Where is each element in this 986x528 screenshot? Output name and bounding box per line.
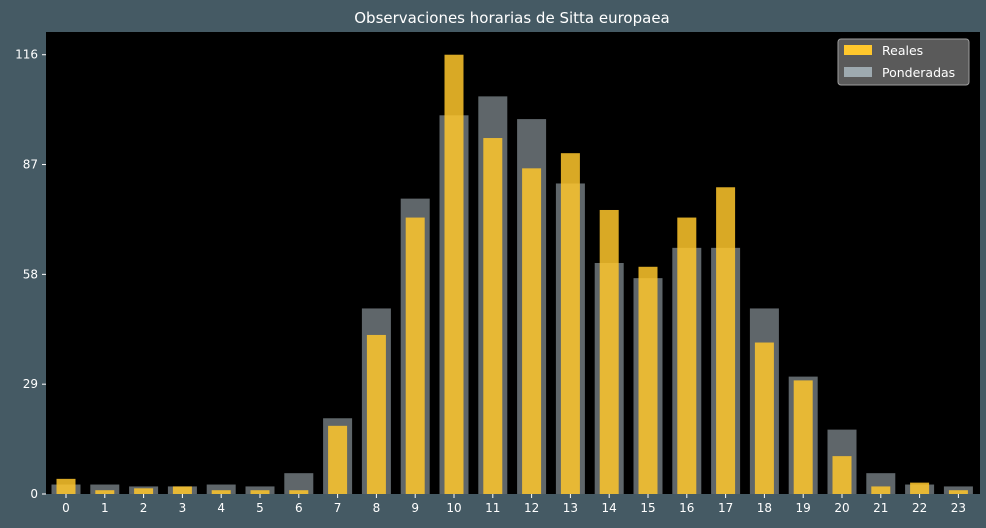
x-tick-label: 13 — [563, 501, 578, 515]
x-tick-label: 6 — [295, 501, 303, 515]
bar-reales-13 — [560, 153, 580, 494]
bar-reales-9 — [405, 217, 425, 494]
bar-reales-0 — [56, 478, 76, 494]
bar-reales-20 — [832, 456, 852, 494]
x-tick-label: 1 — [101, 501, 109, 515]
bar-reales-6 — [289, 490, 309, 494]
y-tick-label: 87 — [23, 158, 38, 172]
x-tick-label: 18 — [757, 501, 772, 515]
x-axis: 0 1 2 3 4 5 6 7 8 9 10 11 12 13 14 15 16 17 18 19 20 21 22 23 — [62, 494, 966, 515]
bar-reales-23 — [948, 490, 968, 494]
x-tick-label: 3 — [179, 501, 187, 515]
x-tick-label: 17 — [718, 501, 733, 515]
bar-reales-8 — [366, 334, 386, 494]
x-tick-label: 21 — [873, 501, 888, 515]
x-tick-label: 22 — [912, 501, 927, 515]
bar-ponderadas-4 — [206, 484, 236, 494]
x-tick-label: 19 — [796, 501, 811, 515]
reales-series — [56, 54, 968, 495]
bar-reales-5 — [250, 490, 270, 494]
chart-title: Observaciones horarias de Sitta europaea — [354, 9, 669, 27]
x-tick-label: 14 — [602, 501, 617, 515]
x-tick-label: 20 — [834, 501, 849, 515]
bar-reales-15 — [638, 266, 658, 494]
x-tick-label: 11 — [485, 501, 500, 515]
bar-reales-19 — [793, 380, 813, 494]
plot-area — [46, 32, 980, 494]
x-tick-label: 23 — [951, 501, 966, 515]
bar-reales-3 — [172, 486, 192, 494]
x-tick-label: 4 — [217, 501, 225, 515]
bar-reales-22 — [910, 482, 930, 494]
x-tick-label: 16 — [679, 501, 694, 515]
bar-reales-18 — [754, 342, 774, 494]
x-tick-label: 5 — [256, 501, 264, 515]
x-tick-label: 8 — [373, 501, 381, 515]
y-tick-label: 58 — [23, 267, 38, 281]
legend-swatch-reales — [844, 45, 872, 55]
x-tick-label: 15 — [640, 501, 655, 515]
x-tick-label: 2 — [140, 501, 148, 515]
bar-reales-17 — [716, 187, 736, 494]
y-tick-label: 116 — [15, 48, 38, 62]
bar-ponderadas-6 — [284, 473, 314, 494]
bar-reales-11 — [483, 138, 503, 495]
legend-label-ponderadas: Ponderadas — [882, 65, 955, 80]
x-tick-label: 9 — [411, 501, 419, 515]
x-tick-label: 10 — [446, 501, 461, 515]
y-tick-label: 29 — [23, 377, 38, 391]
bar-reales-7 — [328, 425, 348, 494]
bar-reales-4 — [211, 490, 231, 494]
bar-reales-14 — [599, 209, 619, 494]
y-tick-label: 0 — [30, 487, 38, 501]
legend-label-reales: Reales — [882, 43, 923, 58]
x-tick-label: 0 — [62, 501, 70, 515]
legend: Reales Ponderadas — [837, 38, 970, 86]
y-axis: 0 29 58 87 116 — [15, 48, 46, 501]
x-tick-label: 12 — [524, 501, 539, 515]
bar-reales-10 — [444, 54, 464, 494]
bar-reales-1 — [95, 490, 115, 494]
bar-reales-12 — [522, 168, 542, 494]
bar-reales-16 — [677, 217, 697, 494]
bar-ponderadas-1 — [90, 484, 120, 494]
bar-reales-2 — [134, 488, 154, 494]
legend-swatch-ponderadas — [844, 67, 872, 77]
x-tick-label: 7 — [334, 501, 342, 515]
bar-reales-21 — [871, 486, 891, 494]
